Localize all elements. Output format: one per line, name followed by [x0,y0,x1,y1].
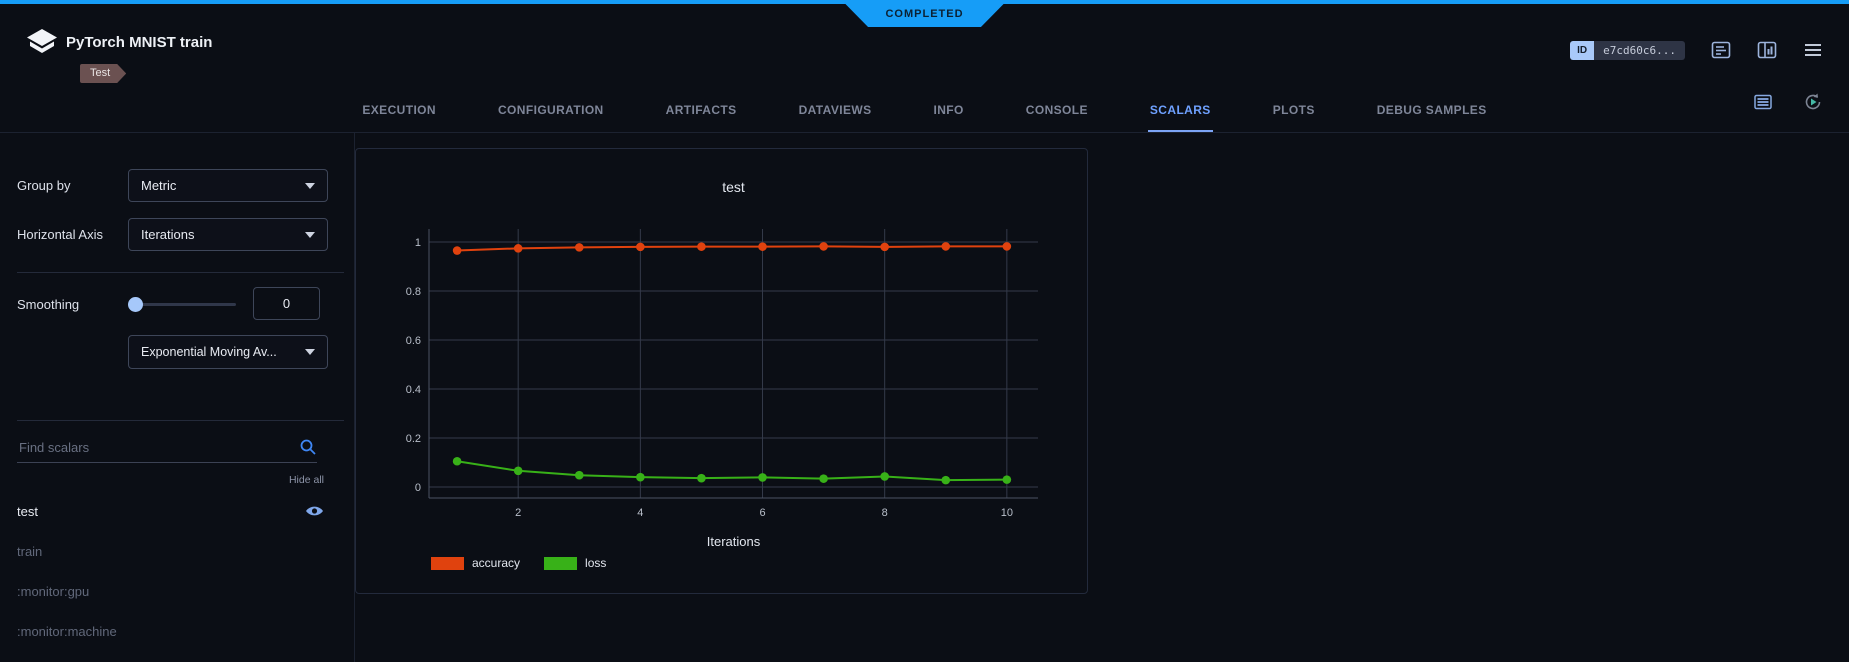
chevron-down-icon [305,231,315,238]
data-point-accuracy [1002,242,1012,251]
metric-label: test [17,503,38,519]
side-panel-icon[interactable] [1757,40,1777,60]
find-scalars-field [17,432,317,463]
refresh-icon[interactable] [1803,92,1823,112]
tab-info[interactable]: INFO [933,103,964,117]
data-point-accuracy [819,242,828,251]
tab-bar: EXECUTION CONFIGURATION ARTIFACTS DATAVI… [0,85,1849,133]
id-label: ID [1570,40,1595,60]
divider [17,272,344,273]
tab-dataviews[interactable]: DATAVIEWS [798,103,872,117]
smoothing-label: Smoothing [17,297,80,312]
clearml-logo-icon [27,29,57,53]
tab-plots[interactable]: PLOTS [1272,103,1315,117]
metric-row-monitor-gpu[interactable]: :monitor:gpu [0,571,354,611]
metric-label: :monitor:gpu [17,583,90,599]
smoothing-value-input[interactable] [253,287,320,320]
data-point-accuracy [941,242,951,251]
data-point-loss [513,466,523,476]
smoothing-method-select[interactable]: Exponential Moving Av... [128,335,328,369]
smoothing-method-value: Exponential Moving Av... [141,345,277,359]
metrics-table-icon[interactable] [1753,92,1773,112]
tab-configuration[interactable]: CONFIGURATION [497,103,604,117]
divider [17,420,344,421]
tab-console[interactable]: CONSOLE [1025,103,1088,117]
y-tick-label: 0.2 [406,433,421,445]
status-ribbon: COMPLETED [841,0,1008,27]
tag-chip[interactable]: Test [80,64,126,83]
chart-x-axis-label: Iterations [706,534,761,549]
hide-all-button[interactable]: Hide all [288,474,324,486]
search-icon[interactable] [299,438,317,456]
find-scalars-input[interactable] [17,438,299,456]
metric-label: :monitor:machine [17,623,117,639]
data-point-accuracy [697,242,706,251]
legend-label: accuracy [472,556,521,570]
y-tick-label: 0 [415,482,421,494]
smoothing-slider-thumb[interactable] [128,297,143,312]
menu-icon[interactable] [1803,40,1823,60]
metric-row-monitor-machine[interactable]: :monitor:machine [0,611,354,651]
y-tick-label: 0.6 [406,335,421,347]
x-tick-label: 4 [637,507,643,519]
metric-row-test[interactable]: test [0,491,354,531]
data-point-accuracy [574,243,584,252]
series-line-loss [456,460,1007,482]
chevron-down-icon [305,182,315,189]
horizontal-axis-value: Iterations [141,227,195,242]
data-point-loss [880,472,889,481]
tab-execution[interactable]: EXECUTION [362,103,436,117]
id-badge[interactable]: ID e7cd60c6... [1570,40,1685,60]
data-point-loss [636,472,645,482]
horizontal-axis-select[interactable]: Iterations [128,218,328,251]
x-tick-label: 2 [515,507,521,519]
metric-label: train [17,543,43,559]
metric-row-train[interactable]: train [0,531,354,571]
legend-swatch-accuracy [431,556,464,570]
group-by-label: Group by [17,178,71,193]
id-value: e7cd60c6... [1594,40,1685,60]
scalar-chart-svg[interactable]: 0 0.2 0.4 0.6 0.8 1 2 4 6 8 10 [356,149,1087,593]
data-point-accuracy [452,246,462,255]
legend-item-loss[interactable]: loss [544,556,606,570]
data-point-loss [819,474,828,483]
status-ribbon-label: COMPLETED [885,7,964,20]
x-tick-label: 8 [882,507,888,519]
legend-label: loss [585,556,607,570]
data-point-loss [758,473,767,482]
group-by-select[interactable]: Metric [128,169,328,202]
y-tick-label: 0.8 [406,286,421,298]
chart-legend: accuracy loss [431,556,606,570]
data-point-accuracy [880,242,889,252]
x-tick-label: 10 [1001,507,1013,519]
data-point-loss [574,470,584,480]
experiment-title: PyTorch MNIST train [66,34,213,51]
scalars-sidebar: Group by Metric Horizontal Axis Iteratio… [0,132,355,662]
data-point-loss [941,475,951,485]
chart-title: test [722,179,745,195]
y-tick-label: 1 [415,237,421,249]
group-by-value: Metric [141,178,177,193]
data-point-loss [697,473,706,483]
data-point-accuracy [636,242,645,252]
data-point-accuracy [758,242,767,251]
series-line-accuracy [457,245,1007,252]
tab-scalars[interactable]: SCALARS [1147,103,1213,132]
tab-debug-samples[interactable]: DEBUG SAMPLES [1376,103,1487,117]
legend-item-accuracy[interactable]: accuracy [431,556,520,570]
eye-icon[interactable] [305,504,324,518]
data-point-loss [1002,475,1012,484]
scalar-chart-panel: test 0 0.2 0.4 0.6 0.8 1 2 4 6 8 10 Iterations acc… [355,148,1088,594]
data-point-loss [452,456,462,466]
x-tick-label: 6 [759,507,765,519]
details-panel-icon[interactable] [1711,40,1731,60]
header: PyTorch MNIST train Test ID e7cd60c6... [0,4,1849,85]
data-point-accuracy [513,244,523,253]
legend-swatch-loss [544,556,578,570]
horizontal-axis-label: Horizontal Axis [17,227,103,242]
chevron-down-icon [305,349,315,355]
y-tick-label: 0.4 [406,384,421,396]
tab-artifacts[interactable]: ARTIFACTS [665,103,737,117]
smoothing-slider[interactable] [128,297,236,312]
